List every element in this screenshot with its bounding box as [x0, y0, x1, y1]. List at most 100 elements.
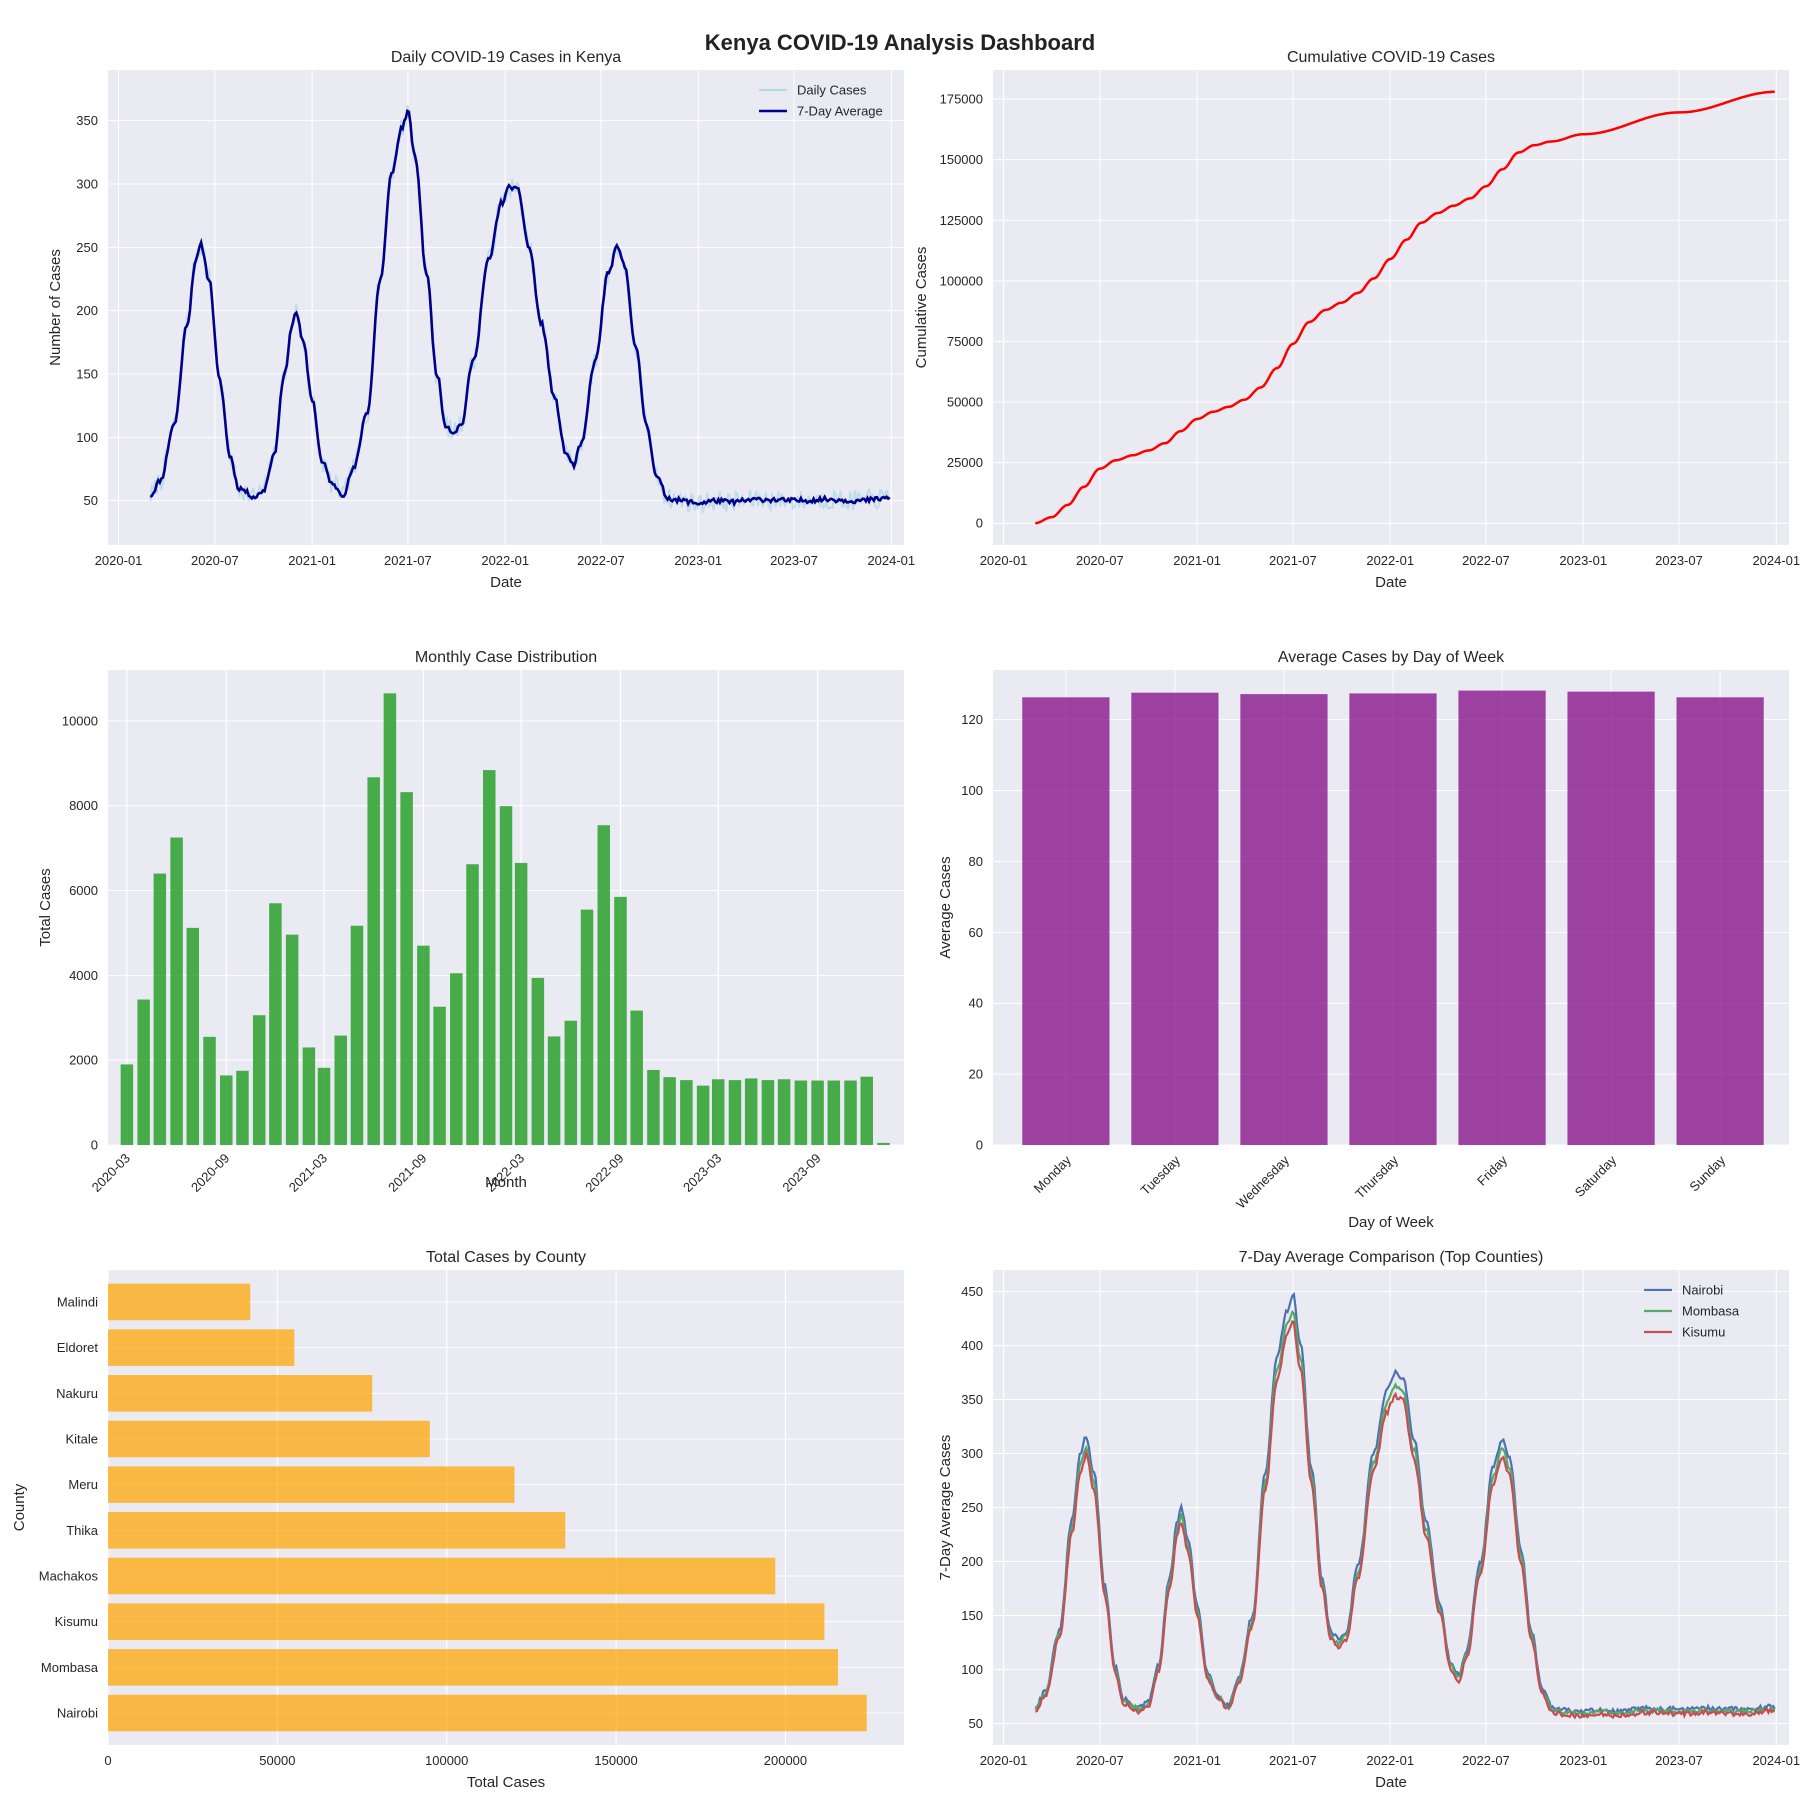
monthly-cases-bar: [728, 1080, 742, 1145]
daily-cases-y-axis-label: Number of Cases: [47, 249, 64, 366]
cumulative-cases-y-tick-label: 50000: [947, 395, 983, 410]
cumulative-cases-y-tick-label: 175000: [940, 92, 983, 107]
county-comparison-y-tick-label: 300: [961, 1446, 983, 1461]
county-comparison-x-tick-label: 2024-01: [1752, 1753, 1800, 1768]
cumulative-cases-x-tick-label: 2021-07: [1269, 553, 1317, 568]
weekday-cases-x-tick-label: Monday: [1031, 1152, 1075, 1196]
weekday-cases-bar: [1131, 692, 1219, 1145]
monthly-cases-bar: [220, 1075, 233, 1145]
daily-cases-x-tick-label: 2020-01: [95, 553, 143, 568]
daily-cases-x-tick-label: 2021-01: [288, 553, 336, 568]
monthly-cases-bar: [663, 1077, 676, 1145]
daily-cases-x-tick-label: 2023-07: [770, 553, 818, 568]
weekday-cases-x-tick-label: Sunday: [1686, 1152, 1728, 1194]
county-cases-bar: [108, 1694, 867, 1732]
county-cases-y-axis-label: County: [11, 1483, 28, 1531]
monthly-cases-bar: [614, 896, 627, 1145]
monthly-cases-bar: [761, 1080, 775, 1145]
monthly-cases-bar: [252, 1015, 266, 1145]
county-cases-y-tick-label: Mombasa: [41, 1660, 99, 1675]
monthly-cases-bar: [531, 977, 545, 1145]
county-comparison-legend-label: Nairobi: [1682, 1283, 1723, 1298]
weekday-cases-x-tick-label: Wednesday: [1233, 1152, 1292, 1211]
daily-cases-y-tick-label: 250: [76, 240, 98, 255]
county-comparison-y-tick-label: 50: [969, 1716, 983, 1731]
county-cases-bar: [108, 1329, 295, 1366]
daily-cases-legend-label: 7-Day Average: [797, 104, 883, 119]
monthly-cases-bar: [269, 903, 282, 1145]
daily-cases-x-tick-label: 2022-01: [481, 553, 529, 568]
monthly-cases-bar: [170, 837, 183, 1145]
monthly-cases-y-tick-label: 2000: [69, 1053, 98, 1068]
county-comparison-x-tick-label: 2021-07: [1269, 1753, 1317, 1768]
monthly-cases-bar: [564, 1020, 578, 1145]
cumulative-cases-x-tick-label: 2020-01: [980, 553, 1028, 568]
weekday-cases-bar: [1022, 697, 1110, 1145]
weekday-cases-y-tick-label: 80: [969, 854, 983, 869]
monthly-cases-bar: [580, 909, 594, 1145]
weekday-cases-x-tick-label: Thursday: [1352, 1152, 1401, 1201]
monthly-cases-bar: [597, 825, 610, 1145]
monthly-cases-bar: [794, 1080, 808, 1145]
monthly-cases-bar: [367, 777, 380, 1145]
cumulative-cases-y-tick-label: 150000: [940, 152, 983, 167]
county-cases-y-tick-label: Eldoret: [57, 1340, 99, 1355]
county-cases-bar: [108, 1420, 430, 1458]
weekday-cases-bar: [1567, 691, 1655, 1145]
monthly-cases-bar: [680, 1080, 693, 1145]
monthly-cases-bar: [153, 873, 167, 1145]
monthly-cases-y-axis-label: Total Cases: [37, 868, 54, 946]
weekday-cases-x-axis-label: Day of Week: [1348, 1214, 1434, 1231]
weekday-cases-y-axis-label: Average Cases: [937, 856, 954, 958]
monthly-cases-y-tick-label: 0: [91, 1138, 98, 1153]
county-comparison-y-axis-label: 7-Day Average Cases: [937, 1435, 954, 1581]
weekday-cases-bar: [1458, 690, 1546, 1145]
cumulative-cases-panel: Cumulative COVID-19 Cases Date Cumulative …: [913, 49, 1800, 591]
daily-cases-x-tick-label: 2021-07: [384, 553, 432, 568]
cumulative-cases-x-axis-label: Date: [1375, 574, 1407, 591]
weekday-cases-y-tick-label: 40: [969, 996, 983, 1011]
monthly-cases-bar: [137, 999, 150, 1145]
daily-cases-title: Daily COVID-19 Cases in Kenya: [391, 49, 621, 66]
daily-cases-x-axis-label: Date: [490, 574, 522, 591]
daily-cases-legend-label: Daily Cases: [797, 83, 867, 98]
monthly-cases-bar: [317, 1067, 331, 1145]
county-cases-y-tick-label: Meru: [68, 1477, 98, 1492]
monthly-cases-bar: [450, 973, 463, 1145]
weekday-cases-bar: [1240, 694, 1328, 1145]
county-comparison-x-tick-label: 2020-01: [980, 1753, 1028, 1768]
county-cases-x-tick-label: 150000: [594, 1753, 637, 1768]
monthly-cases-bar: [383, 693, 397, 1145]
cumulative-cases-y-tick-label: 0: [976, 516, 983, 531]
monthly-cases-bar: [514, 862, 528, 1145]
county-comparison-x-tick-label: 2022-01: [1366, 1753, 1414, 1768]
daily-cases-y-tick-label: 300: [76, 177, 98, 192]
daily-cases-y-tick-label: 350: [76, 113, 98, 128]
weekday-cases-x-tick-label: Saturday: [1572, 1152, 1620, 1200]
cumulative-cases-y-tick-label: 75000: [947, 334, 983, 349]
dashboard-title: Kenya COVID-19 Analysis Dashboard: [704, 30, 1096, 55]
county-comparison-panel: 7-Day Average Comparison (Top Counties) D…: [937, 1249, 1800, 1791]
weekday-cases-y-tick-label: 120: [961, 712, 983, 727]
monthly-cases-y-tick-label: 6000: [69, 883, 98, 898]
county-comparison-y-tick-label: 350: [961, 1392, 983, 1407]
weekday-cases-bar: [1349, 693, 1437, 1145]
monthly-cases-bar: [647, 1069, 660, 1145]
monthly-cases-bar: [350, 925, 364, 1145]
county-comparison-y-tick-label: 100: [961, 1662, 983, 1677]
county-cases-x-tick-label: 100000: [425, 1753, 468, 1768]
daily-cases-x-tick-label: 2023-01: [674, 553, 722, 568]
county-comparison-x-axis-label: Date: [1375, 1774, 1407, 1791]
cumulative-cases-plot-area: [993, 70, 1789, 545]
monthly-cases-bar: [302, 1047, 316, 1145]
monthly-cases-x-axis-label: Month: [485, 1174, 527, 1191]
monthly-cases-x-tick-label: 2021-03: [286, 1151, 330, 1195]
monthly-cases-bar: [630, 1010, 643, 1145]
county-comparison-x-tick-label: 2023-07: [1655, 1753, 1703, 1768]
weekday-cases-bar: [1676, 697, 1764, 1145]
cumulative-cases-y-axis-label: Cumulative Cases: [913, 247, 930, 369]
county-cases-y-tick-label: Thika: [66, 1523, 99, 1538]
monthly-cases-bar: [186, 927, 200, 1145]
